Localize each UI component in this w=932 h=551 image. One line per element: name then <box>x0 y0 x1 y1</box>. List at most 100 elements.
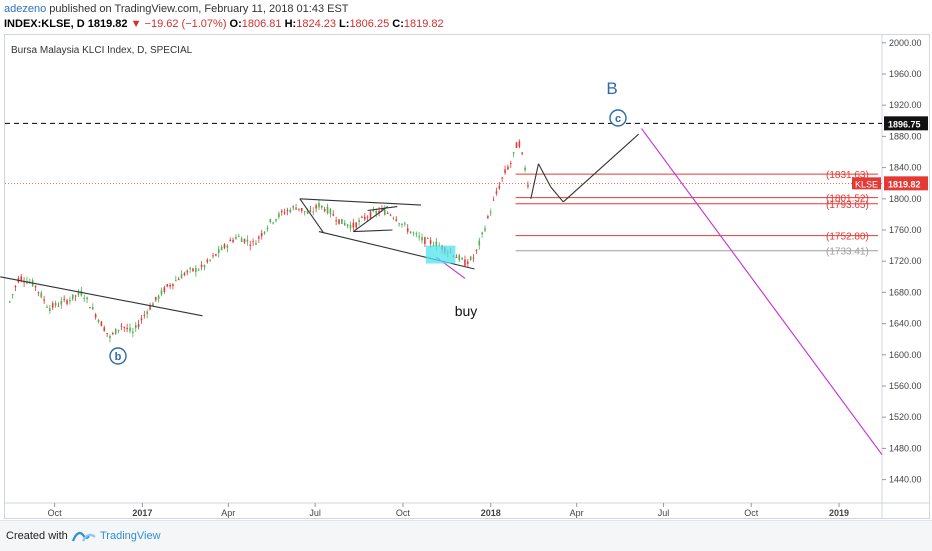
candle-body <box>246 239 249 242</box>
candle-body <box>484 228 486 231</box>
candle-body <box>509 162 512 164</box>
candle-body <box>215 254 217 256</box>
candle-body <box>120 325 123 327</box>
level-label: (1801.52) <box>826 194 869 205</box>
candle-body <box>112 332 114 334</box>
candle-body <box>217 249 220 254</box>
y-tick-label: 2000.00 <box>889 38 922 48</box>
candle-body <box>186 270 189 273</box>
candle-body <box>103 327 106 332</box>
candle-body <box>504 169 506 173</box>
candle-body <box>200 264 203 267</box>
candle-body <box>349 224 352 229</box>
candle-body <box>180 274 183 279</box>
created-with-text: Created with <box>6 530 68 542</box>
candle-body <box>326 206 329 214</box>
candle-body <box>352 222 355 228</box>
candle-body <box>100 321 103 327</box>
candle-body <box>315 205 317 209</box>
candle-body <box>123 326 126 328</box>
candle-body <box>303 211 306 213</box>
wave-label-B: B <box>606 79 617 98</box>
candle-body <box>295 207 297 210</box>
low-value: 1806.25 <box>349 18 390 30</box>
price-chart[interactable]: 2000.00 1960.00 1920.00 1880.00 1840.00 1800.… <box>0 0 932 520</box>
candle-body <box>346 224 349 227</box>
candle-body <box>66 300 68 304</box>
candle-body <box>426 238 429 240</box>
candle-body <box>289 209 292 213</box>
candle-body <box>335 220 337 222</box>
level-label: (1752.80) <box>826 232 869 243</box>
x-tick-label: Jul <box>658 508 670 518</box>
candle-body <box>355 222 357 228</box>
downtrend-line <box>0 276 203 317</box>
candle-body <box>464 259 466 266</box>
candle-body <box>358 220 360 223</box>
candle-body <box>132 331 134 333</box>
candle-body <box>361 216 363 218</box>
candle-body <box>292 206 294 208</box>
candle-body <box>524 167 526 171</box>
candle-body <box>146 311 148 314</box>
x-tick-label: Apr <box>570 508 584 518</box>
candle-body <box>424 237 426 245</box>
candle-body <box>129 327 131 332</box>
candle-body <box>318 202 320 208</box>
candle-body <box>283 212 286 214</box>
close-value: 1819.82 <box>403 18 444 30</box>
candle-body <box>54 302 57 306</box>
candle-body <box>501 177 503 179</box>
x-tick-label: Oct <box>396 508 411 518</box>
candle-body <box>298 208 300 210</box>
candle-body <box>232 239 234 242</box>
footer: Created with TradingView <box>0 520 932 551</box>
y-tick-label: 1720.00 <box>889 256 922 266</box>
dashed-level-tag-label: 1896.75 <box>888 119 921 129</box>
candle-body <box>255 242 257 245</box>
candle-body <box>260 233 263 237</box>
level-label: (1733.41) <box>826 247 869 258</box>
candle-body <box>43 299 45 301</box>
candle-body <box>384 209 386 216</box>
candle-body <box>472 257 475 259</box>
candle-body <box>169 284 171 287</box>
candle-body <box>74 295 77 297</box>
candle-body <box>412 232 415 234</box>
candle-body <box>392 217 395 219</box>
candle-body <box>375 211 378 214</box>
candle-body <box>409 231 412 234</box>
candle-body <box>14 286 17 288</box>
candle-body <box>258 236 260 239</box>
level-label: (1831.63) <box>826 170 869 181</box>
candle-body <box>77 291 80 295</box>
inner-triangle-side <box>352 206 388 233</box>
candle-body <box>332 214 335 216</box>
y-tick-label: 1840.00 <box>889 163 922 173</box>
close-label: C: <box>392 18 404 30</box>
dashed-level-tag <box>884 116 928 131</box>
y-tick-label: 1520.00 <box>889 412 922 422</box>
candle-body <box>309 210 312 212</box>
candle-body <box>143 314 146 316</box>
candle-body <box>341 218 343 224</box>
candle-body <box>386 212 389 214</box>
candle-body <box>272 222 274 224</box>
projection-leg-5 <box>641 128 883 455</box>
candle-body <box>20 276 23 281</box>
candle-body <box>469 256 472 260</box>
inner-triangle-top <box>367 206 398 212</box>
candle-body <box>37 291 40 293</box>
y-tick-label: 1480.00 <box>889 443 922 453</box>
candle-body <box>209 259 211 261</box>
wave-circle-b <box>109 347 127 365</box>
tradingview-brand[interactable]: TradingView <box>100 530 161 542</box>
y-tick-label: 1920.00 <box>889 100 922 110</box>
projection-leg-4 <box>562 133 640 203</box>
candle-body <box>495 191 498 194</box>
symbol-quote: INDEX:KLSE, D 1819.82 ▼ −19.62 (−1.07%) … <box>4 18 444 30</box>
candle-body <box>401 223 403 225</box>
candle-body <box>212 255 214 257</box>
candle-body <box>487 216 489 219</box>
author-link[interactable]: adezeno <box>4 3 47 15</box>
